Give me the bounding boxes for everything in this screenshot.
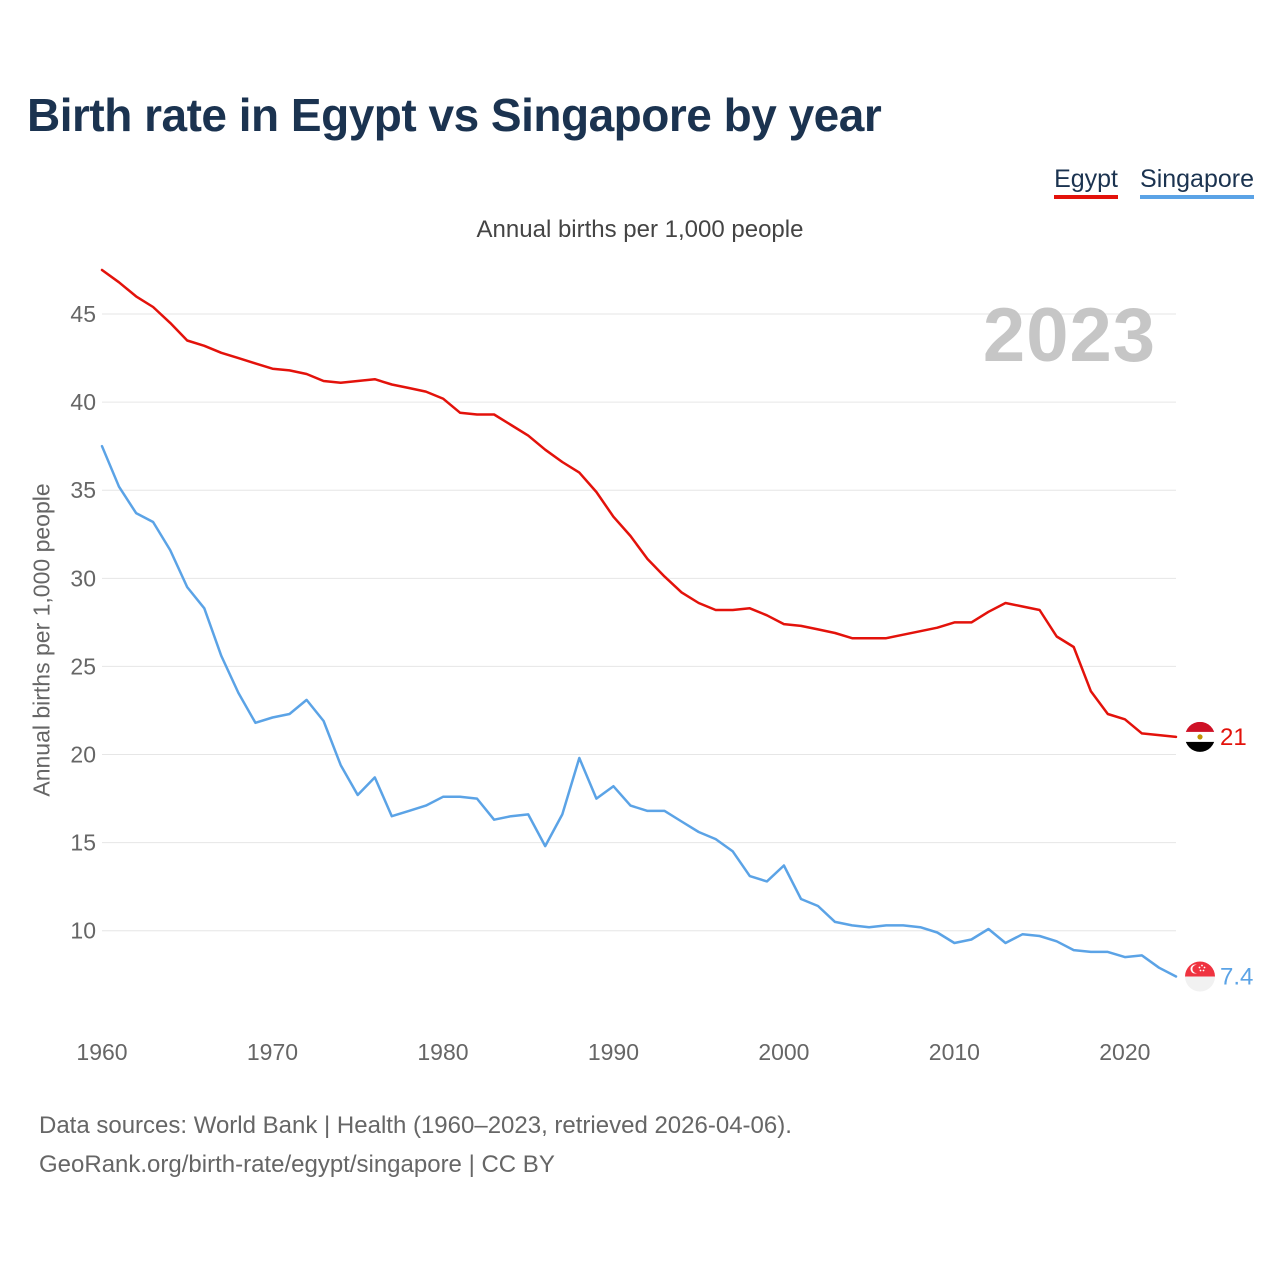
x-tick-label: 2010 [929, 1039, 980, 1065]
chart-title: Birth rate in Egypt vs Singapore by year [27, 89, 882, 141]
singapore-flag-icon [1185, 961, 1215, 992]
y-tick-label: 45 [70, 301, 96, 327]
source-note: Data sources: World Bank | Health (1960–… [39, 1106, 792, 1184]
x-tick-label: 1960 [76, 1039, 127, 1065]
y-tick-label: 40 [70, 389, 96, 415]
egypt-flag-icon [1185, 721, 1215, 752]
series-line-singapore [100, 444, 1178, 978]
y-tick-label: 35 [70, 477, 96, 503]
chart-subtitle: Annual births per 1,000 people [476, 216, 804, 243]
x-tick-label: 1980 [417, 1039, 468, 1065]
series-line-egypt [100, 268, 1178, 739]
source-line-2[interactable]: GeoRank.org/birth-rate/egypt/singapore |… [39, 1151, 555, 1178]
end-value-label-egypt: 21 [1220, 724, 1247, 751]
y-tick-label: 10 [70, 918, 96, 944]
x-tick-label: 2020 [1099, 1039, 1150, 1065]
legend: Egypt Singapore [1054, 164, 1254, 199]
y-tick-label: 30 [70, 565, 96, 591]
year-watermark: 2023 [982, 293, 1156, 378]
legend-item-singapore[interactable]: Singapore [1140, 164, 1254, 199]
x-tick-label: 1990 [588, 1039, 639, 1065]
legend-item-egypt[interactable]: Egypt [1054, 164, 1119, 199]
y-tick-label: 15 [70, 830, 96, 856]
x-tick-label: 2000 [758, 1039, 809, 1065]
source-line-1: Data sources: World Bank | Health (1960–… [39, 1112, 792, 1139]
y-tick-label: 20 [70, 742, 96, 768]
y-axis-label: Annual births per 1,000 people [28, 483, 55, 797]
x-tick-label: 1970 [247, 1039, 298, 1065]
y-tick-label: 25 [70, 653, 96, 679]
end-value-label-singapore: 7.4 [1220, 964, 1253, 991]
